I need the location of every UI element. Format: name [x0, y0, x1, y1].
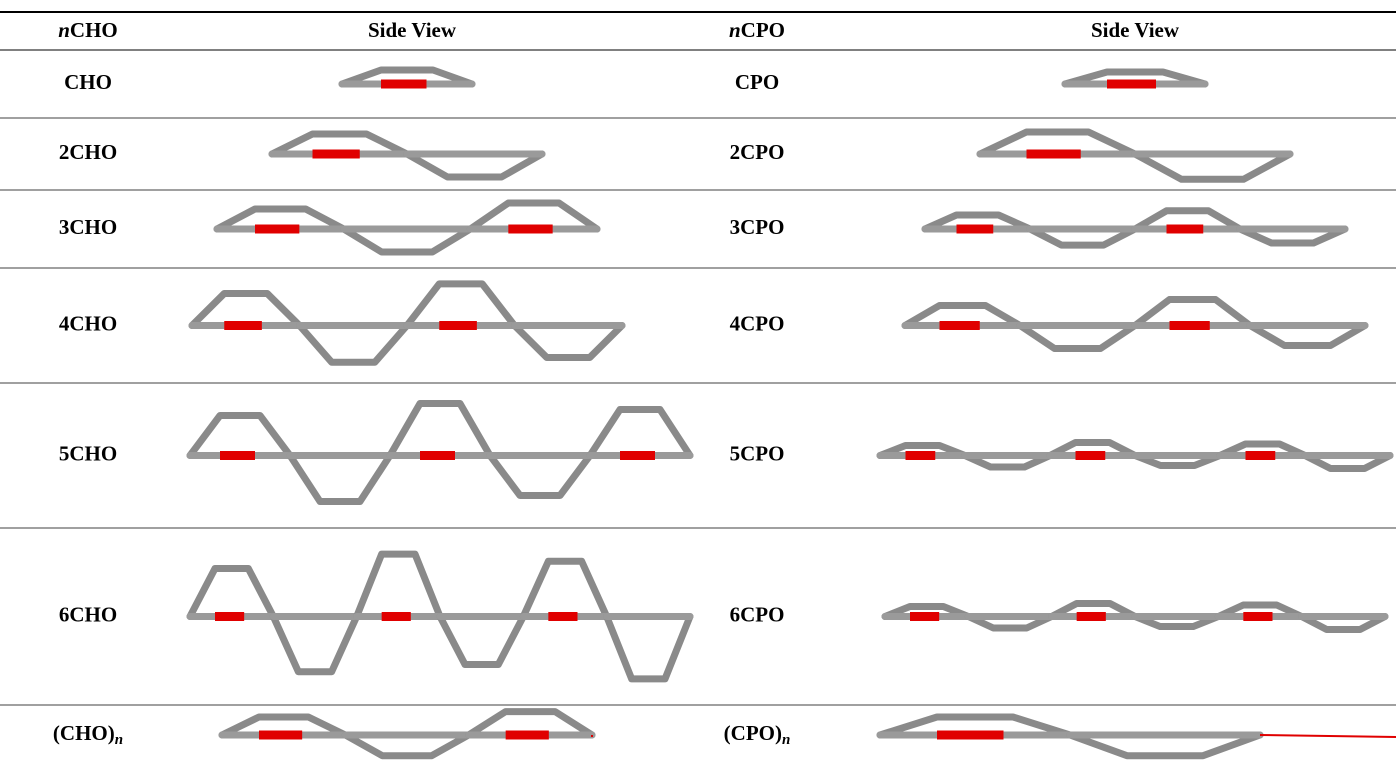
bond [440, 617, 523, 665]
row-label: 4CPO [730, 311, 785, 335]
bond [490, 456, 590, 496]
row-label: 5CHO [59, 441, 117, 465]
row-label: 5CPO [730, 441, 785, 465]
molecule [880, 717, 1396, 756]
table: nCHOSide ViewnCPOSide ViewCHOCPO2CHO2CPO… [0, 0, 1396, 765]
row-label: CPO [735, 70, 779, 94]
bond [300, 326, 408, 363]
row-label: 2CHO [59, 140, 117, 164]
molecule [192, 284, 622, 362]
row-label: 2CPO [730, 140, 785, 164]
cell-text: 5CPO [730, 441, 785, 465]
bond [357, 554, 440, 616]
cell-text: (CHO) [53, 721, 115, 745]
molecule [885, 604, 1385, 630]
molecule [925, 211, 1345, 245]
cell-text: 3CHO [59, 215, 117, 239]
molecule [880, 443, 1390, 469]
bond [390, 404, 490, 456]
row-label: (CHO)n [53, 721, 123, 749]
header-cell: nCHO [58, 18, 118, 42]
bond [607, 617, 690, 679]
molecule [272, 134, 542, 177]
cell-text: Side View [1091, 18, 1180, 42]
cell-text: 2CHO [59, 140, 117, 164]
bond [515, 326, 623, 358]
molecule [905, 300, 1365, 349]
molecule [190, 404, 690, 502]
chain-bond [1260, 735, 1396, 737]
molecule [980, 132, 1290, 179]
page: nCHOSide ViewnCPOSide ViewCHOCPO2CHO2CPO… [0, 0, 1396, 765]
italic-prefix: n [729, 18, 741, 42]
bond [590, 410, 690, 456]
row-label: 3CHO [59, 215, 117, 239]
cell-text: 5CHO [59, 441, 117, 465]
row-label: 6CPO [730, 602, 785, 626]
cell-text: Side View [368, 18, 457, 42]
bond [273, 617, 356, 672]
cell-text: 6CHO [59, 602, 117, 626]
molecule [1065, 72, 1205, 84]
cell-text: (CPO) [724, 721, 782, 745]
row-label: CHO [64, 70, 112, 94]
cell-text: CHO [70, 18, 118, 42]
subscript: n [782, 732, 790, 748]
cell-text: 6CPO [730, 602, 785, 626]
bond [190, 569, 273, 617]
molecule [190, 554, 690, 679]
molecule [342, 70, 472, 84]
row-label: (CPO)n [724, 721, 791, 749]
bond [523, 561, 606, 616]
bond [190, 416, 290, 456]
row-label: 4CHO [59, 311, 117, 335]
bond [290, 456, 390, 502]
cell-text: 2CPO [730, 140, 785, 164]
header-cell: Side View [368, 18, 457, 42]
cell-text: CHO [64, 70, 112, 94]
cell-text: CPO [741, 18, 785, 42]
cell-text: CPO [735, 70, 779, 94]
molecule [217, 203, 597, 252]
header-cell: nCPO [729, 18, 785, 42]
molecule [222, 712, 592, 756]
row-label: 6CHO [59, 602, 117, 626]
bond [407, 284, 515, 326]
cell-text: 4CHO [59, 311, 117, 335]
cell-text: 3CPO [730, 215, 785, 239]
cell-text: 4CPO [730, 311, 785, 335]
italic-prefix: n [58, 18, 70, 42]
row-label: 3CPO [730, 215, 785, 239]
bond [1135, 154, 1290, 179]
header-cell: Side View [1091, 18, 1180, 42]
bond [192, 294, 300, 326]
subscript: n [115, 732, 123, 748]
